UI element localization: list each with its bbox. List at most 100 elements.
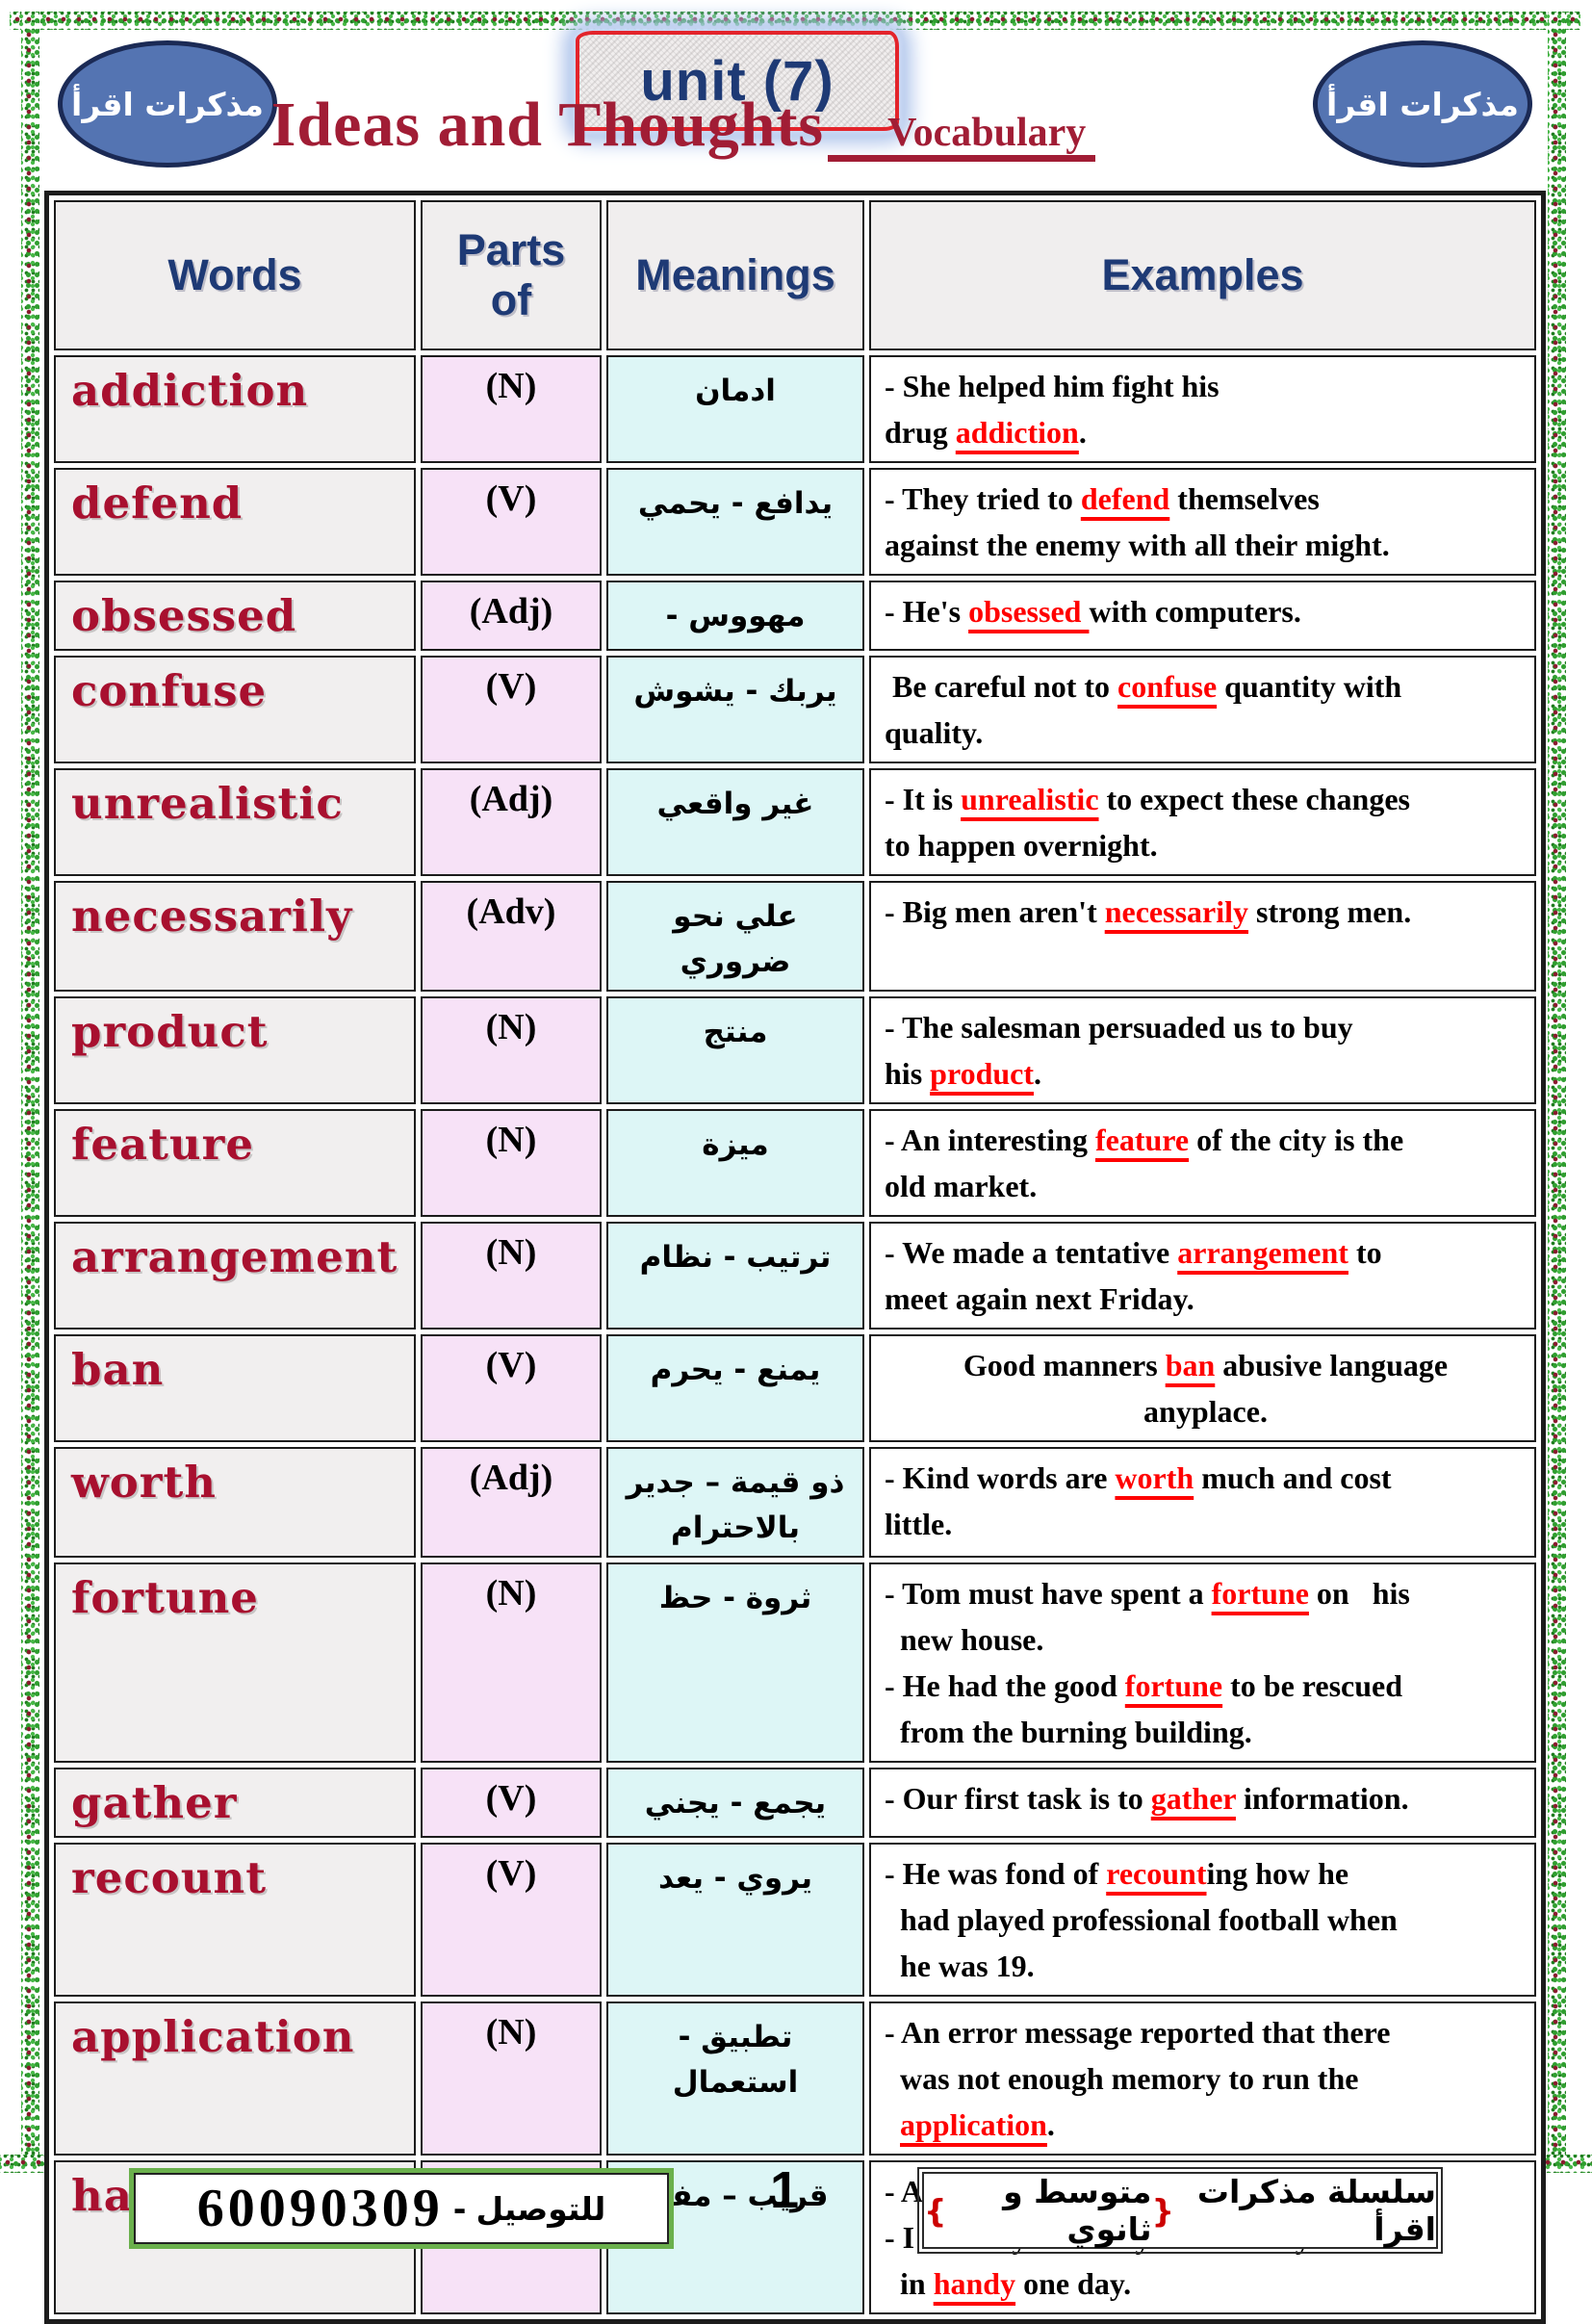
meaning-cell: غير واقعي [606,768,864,876]
table-row: addiction (N) ادمان - She helped him fight … [54,355,1536,463]
word-cell: product [54,996,416,1104]
table-row: necessarily (Adv) علي نحو ضروري - Big men a… [54,881,1536,992]
series-title-text: سلسلة مذكرات اقرأ [1196,2173,1436,2248]
meaning-cell: يدافع - يحمي [606,468,864,576]
highlighted-keyword: fortune [1211,1576,1309,1611]
table-row: confuse (V) يربك - يشوش Be careful not to … [54,656,1536,763]
delivery-phone-inner: للتوصيل - 60090309 [134,2173,669,2244]
word-cell: feature [54,1109,416,1217]
meaning-cell: ميزة [606,1109,864,1217]
example-cell: - We made a tentative arrangement to mee… [869,1222,1536,1330]
meaning-cell: ذو قيمة – جدير بالاحترام [606,1447,864,1558]
example-cell: - Kind words are worth much and cost lit… [869,1447,1536,1558]
delivery-separator: - [452,2189,467,2228]
part-of-speech-cell: (V) [421,1843,602,1997]
page-border-top [10,12,1580,30]
column-header-examples: Examples [869,200,1536,350]
vocabulary-table-wrap: Words Parts of Meanings Examples addicti… [44,191,1546,2324]
page-border-left [21,12,39,2171]
word-cell: confuse [54,656,416,763]
example-sentence: - An interesting feature of the city is … [885,1123,1404,1203]
example-cell: - It is unrealistic to expect these chan… [869,768,1536,876]
highlighted-keyword: arrangement [1177,1235,1348,1270]
series-title-box: سلسلة مذكرات اقرأ {متوسط و ثانوي} [917,2167,1443,2254]
meaning-cell: يجمع - يجني [606,1768,864,1838]
example-sentence: - Kind words are worth much and cost lit… [885,1460,1392,1541]
example-cell: - Big men aren't necessarily strong men. [869,881,1536,992]
example-sentence: - We made a tentative arrangement to mee… [885,1235,1382,1316]
column-header-words: Words [54,200,416,350]
word-cell: worth [54,1447,416,1558]
word-cell: addiction [54,355,416,463]
table-row: unrealistic (Adj) غير واقعي - It is unreali… [54,768,1536,876]
meaning-cell: ثروة - حظ [606,1562,864,1763]
series-title-text: متوسط و ثانوي [1003,2173,1152,2248]
page-subtitle: Vocabulary [828,111,1096,162]
example-cell: - He was fond of recounting how he had p… [869,1843,1536,1997]
word-cell: recount [54,1843,416,1997]
worksheet-page: { "header": { "oval_left": "مذكرات اقرأ"… [0,12,1592,2324]
example-cell: - The salesman persuaded us to buy his p… [869,996,1536,1104]
part-of-speech-cell: (N) [421,996,602,1104]
series-badge-right: مذكرات اقرأ [1313,40,1532,168]
example-sentence: - They tried to defend themselves agains… [885,481,1390,562]
page-title-line: Ideas and Thoughts Vocabulary [0,89,1367,162]
example-sentence: - He was fond of recounting how he had p… [885,1856,1398,1983]
example-sentence: - It is unrealistic to expect these chan… [885,782,1410,863]
example-sentence: - Big men aren't necessarily strong men. [885,894,1412,929]
vocab-table-body: addiction (N) ادمان - She helped him fight … [54,355,1536,2314]
table-row: obsessed (Adj) مهووس -- He's obsessed with… [54,581,1536,651]
meaning-cell: ادمان [606,355,864,463]
table-header-row: Words Parts of Meanings Examples [54,200,1536,350]
highlighted-keyword: worth [1115,1460,1194,1495]
meaning-cell: تطبيق - استعمال [606,2001,864,2156]
example-sentence: - An error message reported that there w… [885,2015,1391,2142]
part-of-speech-cell: (Adj) [421,1447,602,1558]
example-sentence: - Tom must have spent a fortune on his n… [885,1576,1410,1657]
highlighted-keyword: gather [1150,1781,1237,1816]
example-sentence: - The salesman persuaded us to buy his p… [885,1010,1353,1091]
word-cell: unrealistic [54,768,416,876]
series-badge-left: مذكرات اقرأ [58,40,277,168]
table-row: gather (V) يجمع - يجني - Our first task is … [54,1768,1536,1838]
example-cell: - An interesting feature of the city is … [869,1109,1536,1217]
example-sentence: - He had the good fortune to be rescued … [885,1668,1403,1749]
highlighted-keyword: unrealistic [961,782,1099,816]
meaning-cell: يمنع - يحرم [606,1334,864,1442]
table-row: ban (V) يمنع - يحرم Good manners ban abusiv… [54,1334,1536,1442]
highlighted-keyword: feature [1094,1123,1190,1157]
table-row: defend (V) يدافع - يحمي - They tried to def… [54,468,1536,576]
table-row: product (N) منتج - The salesman persuaded u… [54,996,1536,1104]
example-cell: - She helped him fight his drug addictio… [869,355,1536,463]
word-cell: fortune [54,1562,416,1763]
highlighted-keyword: addiction [955,415,1079,450]
example-sentence: - He's obsessed with computers. [885,594,1301,629]
highlighted-keyword: application [900,2107,1047,2142]
meaning-cell: يروي - يعد [606,1843,864,1997]
example-cell: - Tom must have spent a fortune on his n… [869,1562,1536,1763]
series-brace: } [924,2191,947,2230]
part-of-speech-cell: (V) [421,656,602,763]
example-sentence: - She helped him fight his drug addictio… [885,369,1220,450]
series-badge-right-label: مذكرات اقرأ [1326,85,1519,123]
highlighted-keyword: defend [1080,481,1170,516]
highlighted-keyword: necessarily [1104,894,1249,929]
part-of-speech-cell: (N) [421,1109,602,1217]
example-sentence: Good manners ban abusive language anypla… [963,1348,1449,1429]
word-cell: obsessed [54,581,416,651]
part-of-speech-cell: (Adv) [421,881,602,992]
part-of-speech-cell: (Adj) [421,581,602,651]
meaning-cell: يربك - يشوش [606,656,864,763]
example-cell: - An error message reported that there w… [869,2001,1536,2156]
example-cell: Good manners ban abusive language anypla… [869,1334,1536,1442]
highlighted-keyword: obsessed [968,594,1090,629]
meaning-cell: مهووس - [606,581,864,651]
example-sentence: Be careful not to confuse quantity with … [885,669,1402,750]
highlighted-keyword: product [930,1056,1035,1091]
word-cell: arrangement [54,1222,416,1330]
highlighted-keyword: handy [933,2266,1016,2301]
part-of-speech-cell: (N) [421,355,602,463]
part-of-speech-cell: (N) [421,2001,602,2156]
table-row: application (N) تطبيق - استعمال - An error … [54,2001,1536,2156]
table-row: feature (N) ميزة - An interesting feature o… [54,1109,1536,1217]
